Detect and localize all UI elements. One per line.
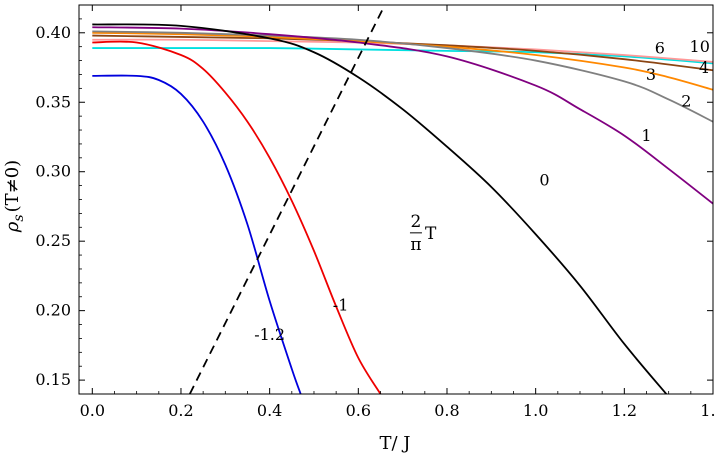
y-tick-label: 0.25 [35, 231, 71, 250]
series-line--1 [92, 40, 382, 394]
reference-label-T: T [425, 224, 437, 244]
curve-label-6: 6 [655, 39, 665, 58]
series-line-2 [92, 30, 713, 123]
reference-line-2-over-pi-T [188, 4, 386, 395]
y-tick-label: 0.35 [35, 92, 71, 111]
y-tick-label: 0.40 [35, 23, 71, 42]
x-axis-label: T/ J [379, 433, 410, 454]
series-line-1 [92, 26, 713, 205]
curve-label-0: 0 [539, 171, 549, 190]
curves-layer [92, 23, 713, 394]
series-line-4 [92, 34, 713, 72]
reference-label-denominator: π [410, 235, 421, 255]
y-tick-label: 0.15 [35, 370, 71, 389]
reference-line-label: 2 π T [409, 212, 437, 255]
y-axis-label-tail: (T≠0) [2, 160, 23, 213]
curve-label-4: 4 [699, 58, 709, 77]
series-line-10 [92, 47, 713, 65]
y-tick-label: 0.20 [35, 301, 71, 320]
y-axis-ticks: 0.15 0.20 0.25 0.30 0.35 0.40 [35, 18, 713, 389]
x-tick-label: 1.0 [523, 401, 548, 420]
x-tick-label: 0.0 [80, 401, 105, 420]
x-tick-label: 0.4 [257, 401, 282, 420]
y-axis-label: ρs(T≠0) [2, 160, 27, 233]
curve-label-3: 3 [646, 65, 656, 84]
series-line-3 [92, 31, 713, 91]
x-axis-ticks: 0.0 0.2 0.4 0.6 0.8 1.0 1.2 1.4 [80, 5, 715, 420]
series-line--1.2 [92, 74, 302, 394]
x-tick-label: 0.6 [346, 401, 371, 420]
curve-label--1: -1 [333, 296, 349, 315]
y-axis-label-rho: ρ [2, 221, 23, 233]
curve-label-10: 10 [690, 37, 710, 56]
curve-label-2: 2 [681, 91, 691, 110]
curve-labels: -1.2 -1 0 1 2 3 4 6 10 [254, 37, 710, 344]
curve-label-1: 1 [641, 126, 651, 145]
curve-label--1.2: -1.2 [254, 325, 285, 344]
reference-label-numerator: 2 [411, 212, 422, 232]
y-axis-label-subscript: s [11, 214, 27, 221]
y-tick-label: 0.30 [35, 162, 71, 181]
series-line-0 [92, 23, 668, 394]
x-tick-label: 0.2 [168, 401, 193, 420]
x-tick-label: 1.2 [612, 401, 637, 420]
x-tick-label: 1.4 [700, 401, 715, 420]
x-tick-label: 0.8 [434, 401, 459, 420]
